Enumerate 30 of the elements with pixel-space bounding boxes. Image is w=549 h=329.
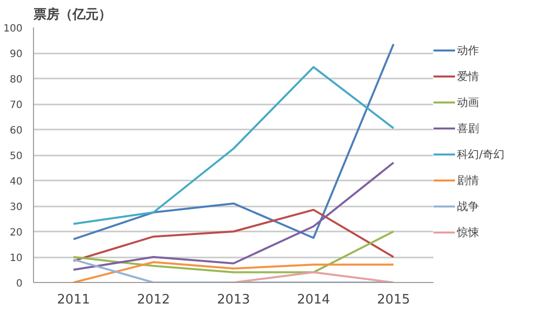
legend-label: 惊悚 [457,224,479,240]
x-tick-label: 2015 [376,292,410,308]
x-tick-label: 2012 [136,292,170,308]
y-tick-label: 10 [10,253,23,264]
legend-label: 爱情 [457,68,479,84]
line-series [72,208,394,262]
legend-label: 喜剧 [457,120,479,136]
line-series [72,66,394,225]
legend-label: 剧情 [457,172,479,188]
chart-title: 票房（亿元） [32,6,112,22]
legend-label: 动画 [457,94,479,110]
line-series [72,230,394,274]
legend-label: 战争 [457,198,479,214]
legend-label: 科幻/奇幻 [457,146,505,162]
y-tick-label: 30 [10,202,23,213]
y-tick-label: 20 [10,228,23,238]
y-tick-label: 60 [10,126,23,136]
y-tick-label: 100 [3,24,23,34]
y-tick-label: 40 [10,176,23,188]
x-tick-label: 2011 [56,292,90,308]
y-tick-label: 70 [10,100,23,111]
x-tick-label: 2014 [296,292,330,308]
line-series [72,43,394,240]
y-tick-label: 0 [16,278,23,290]
y-tick-label: 90 [10,49,23,60]
y-tick-label: 80 [10,74,23,86]
y-tick-label: 50 [10,151,23,162]
x-tick-label: 2013 [216,292,250,308]
legend-label: 动作 [457,42,479,58]
line-series [72,162,394,271]
